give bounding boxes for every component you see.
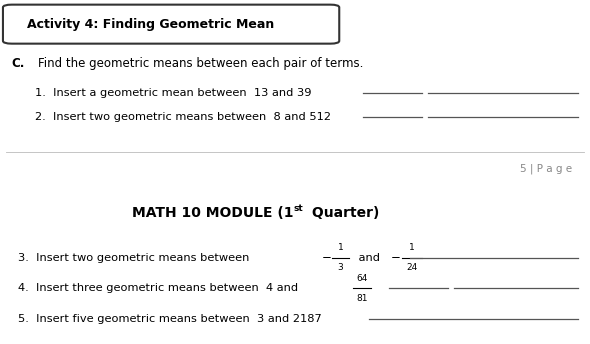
Text: and: and	[355, 252, 384, 262]
Text: 5 | P a g e: 5 | P a g e	[520, 164, 572, 174]
Text: Find the geometric means between each pair of terms.: Find the geometric means between each pa…	[38, 57, 363, 69]
Text: Quarter): Quarter)	[307, 206, 379, 220]
Text: 64: 64	[356, 274, 368, 283]
Text: C.: C.	[12, 57, 25, 69]
Text: MATH 10 MODULE (1: MATH 10 MODULE (1	[132, 206, 293, 220]
Text: 2.  Insert two geometric means between  8 and 512: 2. Insert two geometric means between 8 …	[35, 112, 332, 122]
Text: 24: 24	[407, 263, 418, 272]
Text: 1: 1	[337, 243, 343, 252]
Text: st: st	[294, 204, 304, 213]
Text: −: −	[391, 251, 401, 264]
Text: 1: 1	[409, 243, 415, 252]
Text: Activity 4: Finding Geometric Mean: Activity 4: Finding Geometric Mean	[27, 18, 274, 31]
Text: 4.  Insert three geometric means between  4 and: 4. Insert three geometric means between …	[18, 283, 298, 293]
FancyBboxPatch shape	[3, 5, 339, 44]
Text: 3.  Insert two geometric means between: 3. Insert two geometric means between	[18, 252, 249, 262]
Text: 81: 81	[356, 293, 368, 302]
Text: 1.  Insert a geometric mean between  13 and 39: 1. Insert a geometric mean between 13 an…	[35, 88, 312, 98]
Text: 3: 3	[337, 263, 343, 272]
Text: −: −	[322, 251, 332, 264]
Text: 5.  Insert five geometric means between  3 and 2187: 5. Insert five geometric means between 3…	[18, 314, 322, 324]
